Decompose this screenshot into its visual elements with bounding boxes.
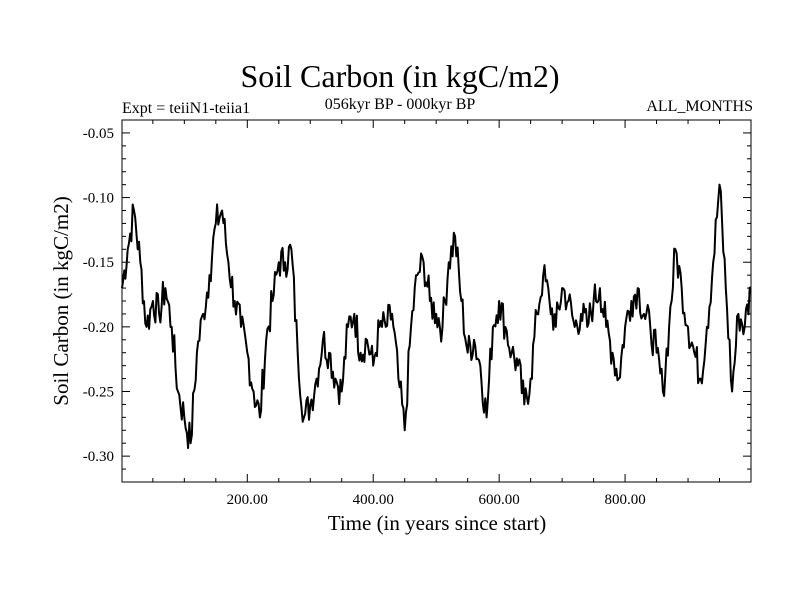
y-tick-label: -0.05	[83, 126, 114, 142]
y-tick-label: -0.30	[83, 449, 114, 465]
y-axis-title: Soil Carbon (in kgC/m2)	[49, 196, 73, 405]
x-tick-label: 600.00	[479, 492, 520, 508]
months-label: ALL_MONTHS	[646, 98, 753, 115]
y-tick-label: -0.15	[83, 255, 114, 271]
plot-frame	[121, 119, 752, 483]
chart-title: Soil Carbon (in kgC/m2)	[240, 58, 560, 94]
y-tick-label: -0.25	[83, 385, 114, 401]
x-tick-label: 400.00	[353, 492, 394, 508]
series-line	[121, 183, 752, 450]
experiment-label: Expt = teiiN1-teiia1	[122, 100, 251, 117]
x-tick-label: 800.00	[604, 492, 645, 508]
y-tick-label: -0.20	[83, 320, 114, 336]
period-label: 056kyr BP - 000kyr BP	[324, 96, 476, 113]
y-tick-label: -0.10	[83, 191, 114, 207]
x-tick-label: 200.00	[227, 492, 268, 508]
x-axis-title: Time (in years since start)	[328, 511, 547, 535]
